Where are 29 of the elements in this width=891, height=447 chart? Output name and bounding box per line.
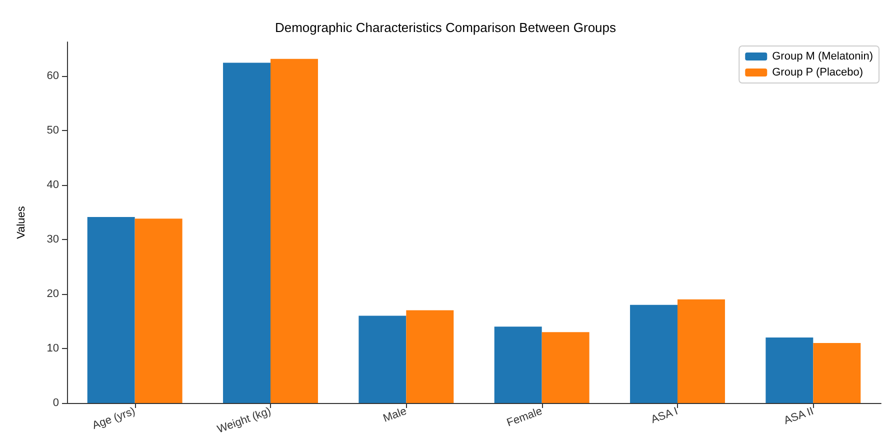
x-tick-label: ASA II: [782, 405, 816, 428]
y-tick-label: 10: [46, 342, 59, 354]
x-tick-label: ASA I: [650, 405, 680, 426]
y-tick-label: 0: [52, 397, 59, 409]
y-axis-title: Values: [16, 206, 28, 239]
bar: [406, 310, 454, 403]
chart-title: Demographic Characteristics Comparison Between Groups: [274, 20, 617, 35]
bar: [542, 332, 590, 403]
bar: [766, 338, 814, 403]
x-tick-label: Age (yrs): [90, 405, 137, 432]
bar: [630, 304, 678, 403]
y-tick-label: 20: [46, 288, 59, 300]
y-tick-label: 60: [46, 70, 59, 82]
y-tick-label: 30: [46, 233, 59, 246]
y-tick-label: 40: [46, 178, 59, 191]
legend-label: Group M (Melatonin): [772, 50, 874, 62]
x-tick-label: Male: [382, 405, 408, 425]
bar: [87, 217, 135, 403]
bar: [223, 62, 270, 403]
bar: [494, 326, 542, 403]
y-tick-label: 50: [46, 124, 59, 136]
bar: [813, 343, 861, 403]
bar: [678, 299, 725, 403]
x-tick-label: Female: [505, 405, 544, 430]
x-tick-label: Weight (kg): [216, 405, 273, 436]
legend-label: Group P (Placebo): [772, 66, 864, 78]
bar: [358, 316, 406, 403]
bar: [134, 218, 182, 403]
bar: [270, 58, 318, 403]
